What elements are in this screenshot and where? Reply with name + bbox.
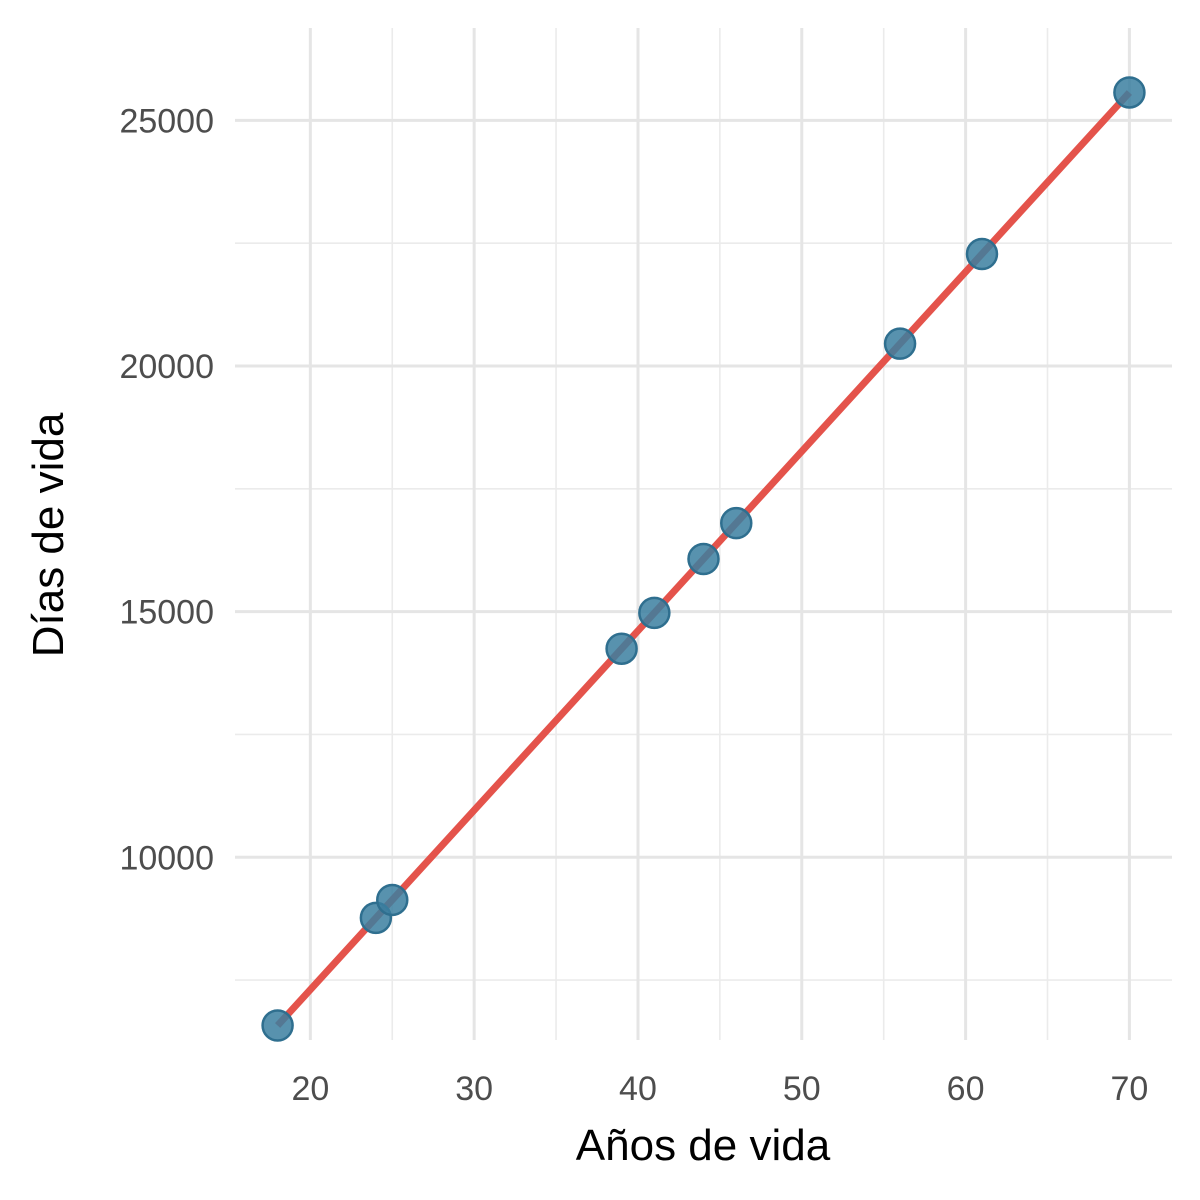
x-tick-label: 50 [783, 1070, 821, 1108]
data-point [883, 327, 917, 360]
data-point [605, 632, 638, 665]
y-tick-label: 10000 [119, 839, 214, 877]
x-tick-label: 60 [947, 1070, 985, 1108]
x-tick-label: 20 [291, 1070, 329, 1108]
x-tick-label: 70 [1110, 1070, 1148, 1108]
data-point [261, 1009, 294, 1042]
data-point [376, 883, 409, 917]
x-tick-label: 30 [455, 1070, 493, 1108]
data-points [261, 76, 1146, 1042]
y-axis-title: Días de vida [24, 412, 73, 657]
minor-gridlines [235, 28, 1172, 1040]
x-axis-title: Años de vida [576, 1121, 831, 1170]
y-tick-label: 25000 [119, 102, 214, 140]
x-axis-tick-labels: 20 30 40 50 60 70 [291, 1070, 1148, 1108]
major-gridlines [235, 28, 1172, 1040]
y-tick-label: 15000 [119, 594, 214, 632]
x-tick-label: 40 [619, 1070, 657, 1108]
data-point [638, 596, 671, 630]
data-point [720, 506, 753, 540]
y-tick-label: 20000 [119, 348, 214, 386]
data-point [1113, 76, 1146, 109]
data-point [965, 237, 999, 271]
y-axis-tick-labels: 10000 15000 20000 25000 [119, 102, 214, 877]
data-point [687, 542, 720, 576]
